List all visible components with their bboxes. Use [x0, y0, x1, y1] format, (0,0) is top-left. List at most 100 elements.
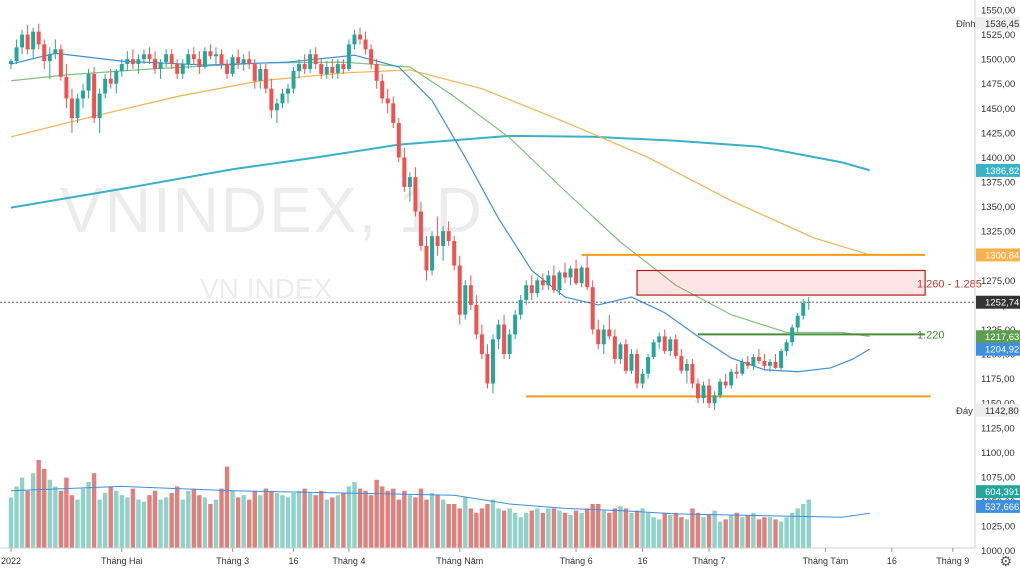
volume-bar — [119, 495, 124, 548]
volume-bar — [58, 490, 64, 548]
volume-bar — [684, 519, 690, 548]
candle-body — [125, 59, 130, 65]
settings-gear-icon[interactable]: ⚙ — [999, 554, 1012, 570]
candle-body — [369, 49, 374, 65]
candle-body — [236, 57, 241, 64]
price-tick-label: 1325,00 — [981, 227, 1015, 238]
volume-bar — [258, 495, 263, 548]
volume-bar — [158, 499, 163, 548]
candle-body — [53, 49, 58, 55]
price-tick-label: 1125,00 — [981, 423, 1015, 434]
candle-body — [374, 64, 379, 81]
candle-body — [324, 67, 329, 74]
volume-bar — [319, 490, 324, 548]
candle-body — [407, 177, 412, 187]
volume-bar — [413, 497, 418, 548]
volume-bar — [634, 510, 640, 548]
volume-bar — [773, 519, 778, 548]
volume-bar — [590, 504, 595, 548]
volume-bars — [8, 460, 870, 548]
volume-bar — [341, 493, 346, 548]
candle-body — [790, 327, 795, 343]
volume-bar — [656, 519, 662, 548]
candle-body — [413, 177, 418, 212]
candle-body — [297, 64, 302, 71]
annotation-label: 1.260 - 1.285 — [917, 278, 982, 290]
candle-body — [524, 285, 529, 300]
price-axis[interactable]: 1000,001025,001050,001075,001100,001125,… — [981, 6, 1015, 558]
price-tick-label: 1275,00 — [981, 276, 1015, 287]
volume-bar — [706, 515, 712, 548]
volume-bar — [535, 508, 540, 548]
time-tick-label: Tháng 3 — [216, 556, 249, 566]
volume-bar — [596, 504, 601, 548]
volume-bar — [197, 495, 202, 548]
volume-bar — [668, 515, 673, 548]
volume-bar — [795, 508, 800, 548]
candle-body — [623, 344, 628, 371]
candle-body — [164, 54, 169, 63]
candle-body — [363, 39, 368, 50]
volume-bar — [14, 486, 19, 548]
price-tick-label: 1025,00 — [981, 522, 1015, 533]
candle-body — [574, 268, 579, 284]
candle-body — [202, 51, 207, 68]
volume-bar — [429, 493, 435, 548]
price-tick-label: 1375,00 — [981, 178, 1015, 189]
time-axis[interactable]: 2022 Tháng Hai Tháng 3 16 Tháng 4 Tháng Năm Th… — [1, 548, 969, 566]
volume-bar — [557, 510, 562, 548]
volume-bar — [379, 486, 385, 548]
volume-bar — [717, 521, 723, 548]
candle-body — [446, 231, 451, 242]
price-tag-box — [976, 403, 1020, 417]
candle-body — [701, 385, 706, 399]
moving-average-line — [10, 69, 870, 256]
candle-body — [252, 64, 257, 81]
candle-body — [485, 354, 490, 384]
candle-body — [213, 54, 218, 57]
candle-body — [330, 67, 335, 73]
candle-body — [97, 93, 102, 119]
candle-body — [585, 267, 590, 288]
candle-body — [180, 64, 185, 74]
candle-body — [175, 64, 180, 74]
price-tag-value: 1300,84 — [985, 250, 1019, 261]
candle-body — [646, 356, 651, 374]
volume-bar — [102, 493, 108, 548]
volume-bar — [701, 517, 706, 548]
volume-bar — [125, 497, 130, 548]
candle-body — [718, 381, 723, 396]
candle-body — [490, 339, 495, 384]
candle-body — [529, 285, 534, 294]
volume-bar — [645, 512, 651, 548]
candle-body — [341, 64, 346, 69]
candle-body — [568, 268, 573, 278]
price-tag-box — [976, 248, 1020, 262]
volume-bar — [53, 486, 58, 548]
candle-body — [147, 54, 152, 60]
volume-bar — [806, 499, 811, 548]
candle-body — [452, 241, 457, 266]
candle-body — [114, 70, 119, 84]
candle-body — [579, 267, 584, 284]
candle-body — [479, 334, 484, 355]
candle-body — [385, 98, 390, 104]
annotation-label: 1.220 — [917, 329, 945, 341]
candle-body — [546, 275, 551, 286]
volume-bar — [435, 495, 440, 548]
volume-bar — [767, 517, 773, 548]
candle-body — [518, 299, 523, 315]
time-tick-label: Tháng Năm — [436, 556, 483, 566]
candle-body — [540, 280, 545, 286]
price-tick-label: 1450,00 — [981, 104, 1015, 115]
candle-body — [629, 354, 634, 371]
volume-bar — [468, 508, 474, 548]
price-tag-box — [976, 485, 1020, 499]
candle-body — [108, 78, 113, 84]
volume-bar — [762, 517, 767, 548]
volume-bar — [141, 501, 147, 548]
candle-body — [745, 361, 750, 366]
volume-bar — [241, 495, 246, 548]
volume-bar — [42, 468, 47, 548]
